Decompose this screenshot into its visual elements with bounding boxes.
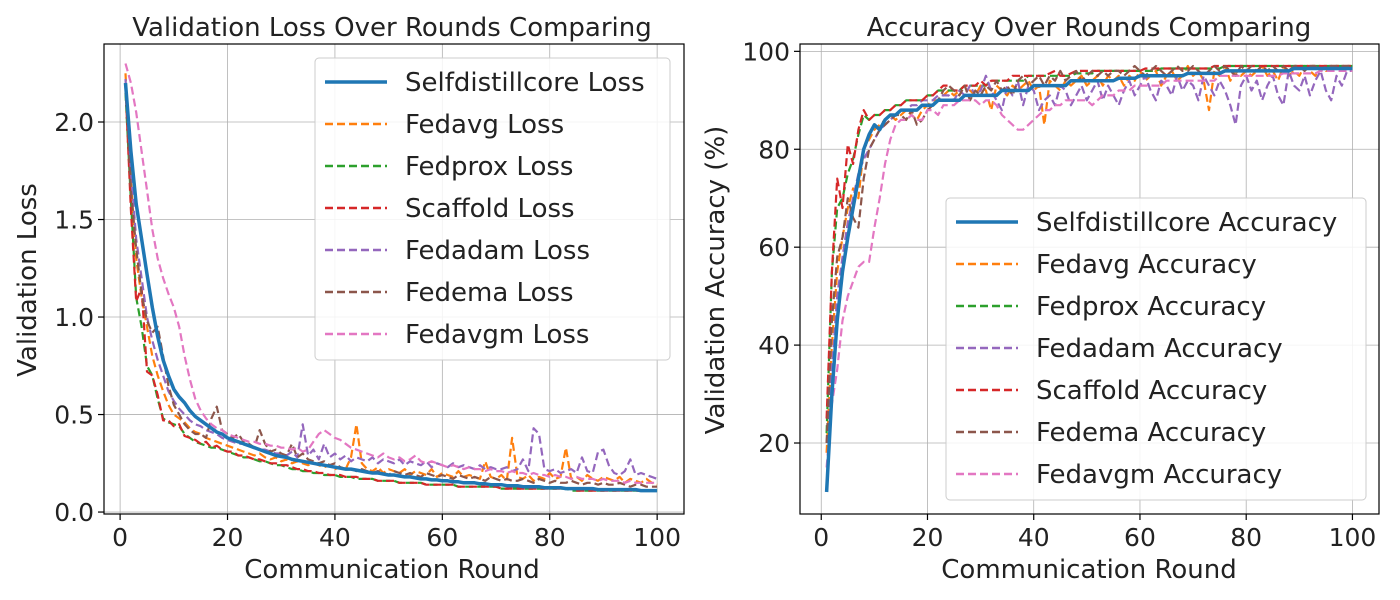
- legend-label-fedprox-accuracy: Fedprox Accuracy: [1036, 292, 1266, 322]
- legend-label-scaffold-accuracy: Scaffold Accuracy: [1036, 376, 1267, 406]
- series-line-fedavgm-loss: [124, 63, 658, 484]
- series-line-scaffold-accuracy: [825, 64, 1353, 419]
- series-line-fedavgm-accuracy: [825, 69, 1353, 468]
- accuracy-chart-legend: Selfdistillcore Accuracy Fedavg Accuracy F…: [945, 197, 1367, 501]
- y-tick-label: 1.0: [54, 303, 94, 332]
- accuracy-chart-axes-frame: [799, 43, 1380, 515]
- legend-label-scaffold-loss: Scaffold Loss: [405, 194, 575, 224]
- loss-chart-legend: Selfdistillcore Loss Fedavg Loss Fedprox L…: [314, 57, 671, 361]
- y-tick-label: 40: [758, 331, 790, 360]
- legend-label-fedprox-loss: Fedprox Loss: [405, 152, 573, 182]
- legend-label-fedadam-loss: Fedadam Loss: [405, 236, 590, 266]
- series-line-fedema-loss: [124, 82, 658, 488]
- x-tick-label: 0: [813, 523, 829, 552]
- accuracy-chart-series: [824, 64, 1354, 493]
- x-tick-label: 20: [912, 523, 944, 552]
- x-tick-label: 40: [1018, 523, 1050, 552]
- loss-chart-title: Validation Loss Over Rounds Comparing: [132, 13, 652, 43]
- y-tick-label: 0.5: [54, 401, 94, 430]
- y-tick-label: 100: [742, 37, 790, 66]
- x-tick-label: 40: [319, 523, 351, 552]
- y-tick-label: 20: [758, 429, 790, 458]
- legend-frame: [945, 197, 1367, 501]
- x-tick-label: 80: [1230, 523, 1262, 552]
- x-tick-label: 100: [633, 523, 681, 552]
- y-tick-label: 60: [758, 233, 790, 262]
- y-tick-label: 2.0: [54, 108, 94, 137]
- accuracy-chart-title: Accuracy Over Rounds Comparing: [867, 13, 1312, 43]
- accuracy-chart-y-axis-label: Validation Accuracy (%): [701, 126, 731, 435]
- legend-label-selfdistillcore-accuracy: Selfdistillcore Accuracy: [1036, 208, 1337, 238]
- series-line-fedadam-accuracy: [825, 69, 1353, 444]
- x-tick-label: 60: [426, 523, 458, 552]
- y-tick-label: 0.0: [54, 498, 94, 527]
- legend-label-fedavgm-loss: Fedavgm Loss: [405, 320, 589, 350]
- legend-label-selfdistillcore-loss: Selfdistillcore Loss: [405, 68, 645, 98]
- loss-chart-series: [123, 63, 658, 493]
- legend-label-fedavgm-accuracy: Fedavgm Accuracy: [1036, 460, 1282, 490]
- legend-label-fedema-accuracy: Fedema Accuracy: [1036, 418, 1266, 448]
- series-line-selfdistillcore-loss: [123, 82, 658, 493]
- x-tick-label: 60: [1124, 523, 1156, 552]
- legend-label-fedadam-accuracy: Fedadam Accuracy: [1036, 334, 1283, 364]
- legend-label-fedavg-accuracy: Fedavg Accuracy: [1036, 250, 1257, 280]
- series-line-fedadam-loss: [124, 79, 658, 480]
- accuracy-chart-x-axis-label: Communication Round: [941, 555, 1236, 585]
- x-tick-label: 0: [112, 523, 128, 552]
- loss-chart-y-axis-label: Validation Loss: [13, 183, 43, 377]
- loss-chart-axes-frame: [103, 43, 685, 515]
- legend-frame: [314, 57, 671, 361]
- x-tick-label: 100: [1329, 523, 1377, 552]
- series-line-selfdistillcore-accuracy: [824, 66, 1353, 493]
- loss-chart-x-axis-label: Communication Round: [244, 555, 539, 585]
- x-tick-label: 80: [534, 523, 566, 552]
- x-tick-label: 20: [212, 523, 244, 552]
- legend-label-fedema-loss: Fedema Loss: [405, 278, 574, 308]
- legend-label-fedavg-loss: Fedavg Loss: [405, 110, 564, 140]
- y-tick-label: 80: [758, 135, 790, 164]
- accuracy-chart-panel: Accuracy Over Rounds Comparing Communica…: [701, 13, 1380, 585]
- loss-chart-panel: Validation Loss Over Rounds Comparing Co…: [13, 13, 685, 585]
- series-line-fedavg-loss: [124, 73, 658, 486]
- y-tick-label: 1.5: [54, 206, 94, 235]
